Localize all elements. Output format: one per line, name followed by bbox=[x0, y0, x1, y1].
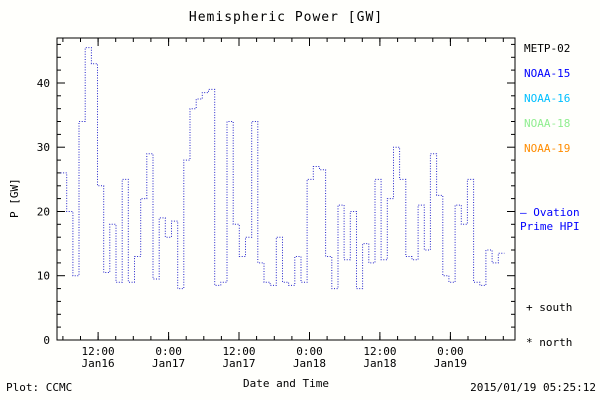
ovation-prime-hpi-label: – Ovation Prime HPI bbox=[520, 206, 580, 234]
ovation-label-line1: – Ovation bbox=[520, 206, 580, 219]
svg-text:40: 40 bbox=[37, 77, 50, 90]
svg-text:Jan17: Jan17 bbox=[152, 357, 185, 370]
legend-item-noaa-15: NOAA-15 bbox=[524, 67, 571, 80]
svg-text:Jan18: Jan18 bbox=[293, 357, 326, 370]
svg-text:0:00: 0:00 bbox=[296, 345, 323, 358]
svg-text:0: 0 bbox=[43, 334, 50, 347]
satellite-legend: METP-02 NOAA-15 NOAA-16 NOAA-18 NOAA-19 bbox=[524, 36, 570, 161]
svg-text:30: 30 bbox=[37, 141, 50, 154]
chart-title: Hemispheric Power [GW] bbox=[188, 10, 384, 25]
x-axis-label: Date and Time bbox=[242, 377, 330, 390]
svg-text:Jan16: Jan16 bbox=[82, 357, 115, 370]
ovation-label-line2: Prime HPI bbox=[520, 220, 580, 233]
legend-item-noaa-18: NOAA-18 bbox=[524, 117, 571, 130]
legend-item-metp-02: METP-02 bbox=[524, 42, 571, 55]
svg-text:12:00: 12:00 bbox=[363, 345, 396, 358]
svg-text:10: 10 bbox=[37, 270, 50, 283]
legend-item-noaa-16: NOAA-16 bbox=[524, 92, 571, 105]
svg-text:0:00: 0:00 bbox=[155, 345, 182, 358]
svg-text:Jan17: Jan17 bbox=[222, 357, 255, 370]
legend-item-noaa-19: NOAA-19 bbox=[524, 142, 571, 155]
hpi-step-line bbox=[60, 47, 505, 290]
plot-frame bbox=[56, 37, 516, 341]
svg-text:12:00: 12:00 bbox=[222, 345, 255, 358]
svg-text:12:00: 12:00 bbox=[82, 345, 115, 358]
svg-text:0:00: 0:00 bbox=[437, 345, 464, 358]
svg-text:20: 20 bbox=[37, 206, 50, 219]
north-marker-label: * north bbox=[526, 336, 573, 349]
svg-text:Jan18: Jan18 bbox=[363, 357, 396, 370]
plot-source-label: Plot: CCMC bbox=[6, 381, 73, 394]
y-axis-label: P [GW] bbox=[8, 178, 21, 218]
plot-timestamp: 2015/01/19 05:25:12 bbox=[470, 381, 596, 394]
svg-text:Jan19: Jan19 bbox=[434, 357, 467, 370]
south-marker-label: + south bbox=[526, 301, 573, 314]
